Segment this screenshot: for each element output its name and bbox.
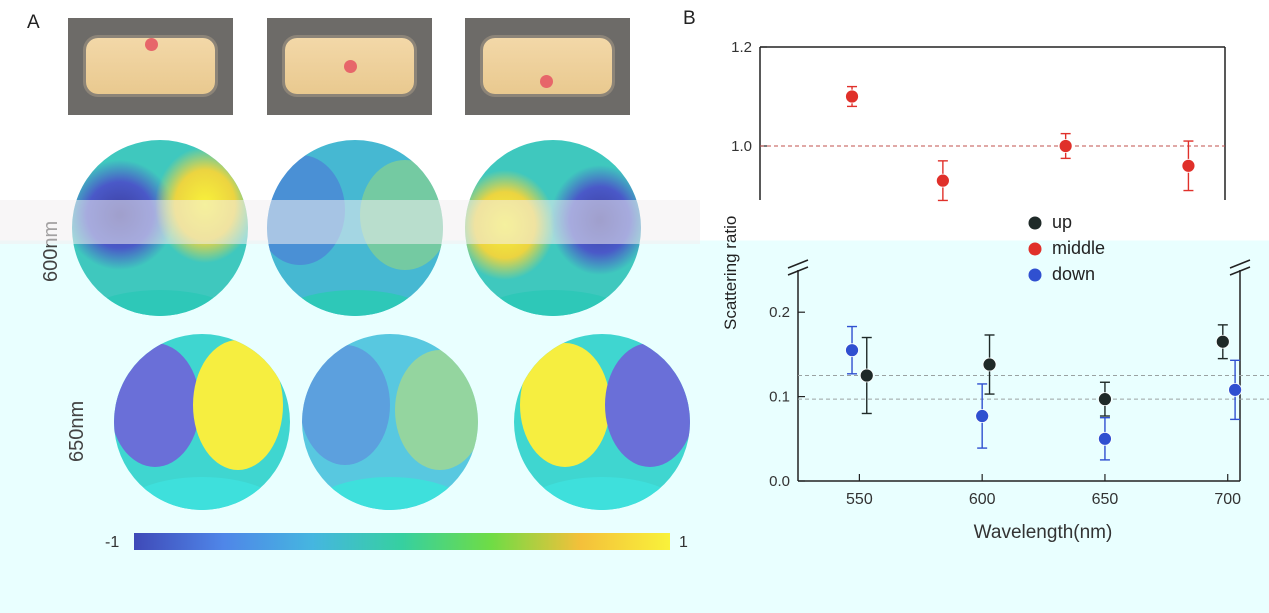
x-tick-label: 650 xyxy=(1092,491,1119,508)
legend-label-middle: middle xyxy=(1052,238,1105,258)
y-tick-label: 0.2 xyxy=(769,304,790,321)
data-point-down xyxy=(1098,431,1112,446)
axis-break-right xyxy=(1229,259,1251,276)
map-650-middle xyxy=(302,334,478,510)
sample-photo-middle xyxy=(267,18,432,115)
colorbar-max-label: 1 xyxy=(679,534,688,551)
y-tick-label: 1.0 xyxy=(731,138,752,155)
y-axis-label: Scattering ratio xyxy=(721,216,740,330)
data-point-down xyxy=(1228,382,1242,397)
x-tick-label: 550 xyxy=(846,491,873,508)
data-point-middle xyxy=(845,89,859,104)
y-tick-label: 0.0 xyxy=(769,473,790,490)
map-650-down xyxy=(514,334,690,510)
x-axis-label: Wavelength(nm) xyxy=(974,522,1113,543)
sample-photo-up xyxy=(68,18,233,115)
panel-letter-b: B xyxy=(683,8,696,29)
legend-label-up: up xyxy=(1052,212,1072,232)
data-point-middle xyxy=(935,173,950,188)
colorbar xyxy=(134,533,670,550)
colorbar-min-label: -1 xyxy=(105,534,120,551)
data-point-down xyxy=(975,409,990,423)
sample-photo-down xyxy=(465,18,630,115)
data-point-up xyxy=(1215,334,1230,349)
y-tick-label: 1.2 xyxy=(731,39,752,56)
data-point-up xyxy=(859,368,874,383)
x-tick-label: 700 xyxy=(1214,491,1241,508)
map-650-up xyxy=(114,334,290,510)
scattering-maps xyxy=(0,140,700,510)
scattering-ratio-chart: Scattering ratio Wavelength(nm) 550 600 65… xyxy=(721,39,1269,543)
data-point-up xyxy=(982,357,997,372)
legend-label-down: down xyxy=(1052,264,1095,284)
data-point-up xyxy=(1098,392,1112,407)
panel-letter-a: A xyxy=(27,12,40,33)
data-point-down xyxy=(845,343,859,358)
data-point-middle xyxy=(1058,139,1073,153)
data-point-middle xyxy=(1181,158,1196,173)
x-tick-label: 600 xyxy=(969,491,996,508)
legend-marker-up xyxy=(1028,216,1042,230)
legend-marker-down xyxy=(1028,268,1042,282)
y-tick-label: 0.1 xyxy=(769,389,790,406)
axis-break-left xyxy=(787,259,809,276)
legend-marker-middle xyxy=(1028,242,1042,256)
